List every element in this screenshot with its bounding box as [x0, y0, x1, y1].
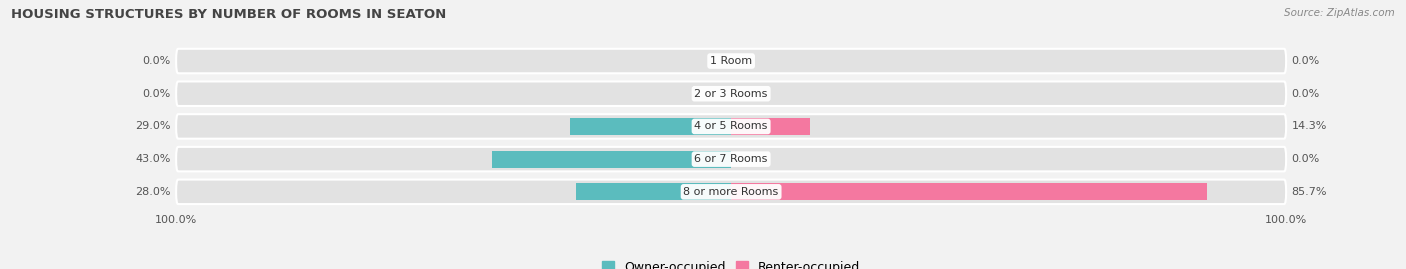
Legend: Owner-occupied, Renter-occupied: Owner-occupied, Renter-occupied — [596, 256, 866, 269]
Text: 6 or 7 Rooms: 6 or 7 Rooms — [695, 154, 768, 164]
Text: 8 or more Rooms: 8 or more Rooms — [683, 187, 779, 197]
Text: 2 or 3 Rooms: 2 or 3 Rooms — [695, 89, 768, 99]
Text: 85.7%: 85.7% — [1292, 187, 1327, 197]
FancyBboxPatch shape — [176, 49, 1286, 73]
Bar — [731, 183, 1206, 200]
Text: 0.0%: 0.0% — [1292, 56, 1320, 66]
Text: 14.3%: 14.3% — [1292, 121, 1327, 132]
Bar — [492, 151, 731, 168]
Bar — [731, 118, 810, 135]
Text: HOUSING STRUCTURES BY NUMBER OF ROOMS IN SEATON: HOUSING STRUCTURES BY NUMBER OF ROOMS IN… — [11, 8, 447, 21]
Text: 1 Room: 1 Room — [710, 56, 752, 66]
Text: 4 or 5 Rooms: 4 or 5 Rooms — [695, 121, 768, 132]
Bar — [571, 118, 731, 135]
Text: 0.0%: 0.0% — [142, 56, 170, 66]
Text: 0.0%: 0.0% — [1292, 154, 1320, 164]
Text: 0.0%: 0.0% — [142, 89, 170, 99]
Bar — [575, 183, 731, 200]
Text: 43.0%: 43.0% — [135, 154, 170, 164]
FancyBboxPatch shape — [176, 82, 1286, 106]
FancyBboxPatch shape — [176, 147, 1286, 171]
Text: 0.0%: 0.0% — [1292, 89, 1320, 99]
FancyBboxPatch shape — [176, 114, 1286, 139]
Text: Source: ZipAtlas.com: Source: ZipAtlas.com — [1284, 8, 1395, 18]
Text: 29.0%: 29.0% — [135, 121, 170, 132]
Text: 28.0%: 28.0% — [135, 187, 170, 197]
FancyBboxPatch shape — [176, 180, 1286, 204]
